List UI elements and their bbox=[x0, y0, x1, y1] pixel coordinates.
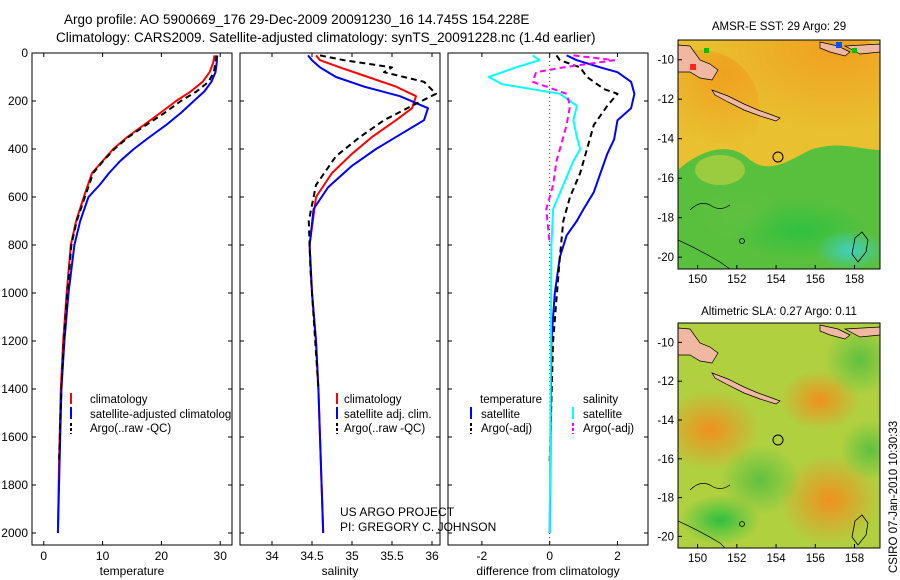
x-axis-label: difference from climatology bbox=[476, 564, 619, 578]
sst-map-title: AMSR-E SST: 29 Argo: 29 bbox=[712, 21, 846, 33]
x-tick-label: 35.5 bbox=[380, 549, 404, 563]
map-x-tick-label: 158 bbox=[845, 274, 864, 286]
plot-frame bbox=[239, 52, 441, 546]
temperature-profile-panel: 0 10 20 30 0 200 400 600 800 1000 1200 1400 1600 1800… bbox=[1, 46, 233, 578]
series-line-argo bbox=[58, 55, 218, 462]
figure-title-line1: Argo profile: AO 5900669_176 29-Dec-2009… bbox=[64, 12, 529, 27]
y-tick-label: 1200 bbox=[1, 334, 28, 348]
map-x-tick-label: 154 bbox=[766, 274, 786, 286]
x-tick-label: 30 bbox=[214, 549, 228, 563]
legend-sat-label: satellite-adjusted climatolog bbox=[90, 409, 231, 421]
map-y-tick-label: -14 bbox=[657, 415, 674, 427]
y-tick-label: 1000 bbox=[1, 286, 28, 300]
sla-map: Altimetric SLA: 0.27 Argo: 0.11 150 152 15… bbox=[657, 306, 881, 565]
legend-sat-s-label: satellite bbox=[583, 409, 622, 421]
y-tick-label: 600 bbox=[8, 190, 28, 204]
map-x-tick-label: 154 bbox=[766, 553, 786, 565]
map-y-tick-label: -20 bbox=[657, 252, 674, 264]
legend-clim-label: climatology bbox=[344, 394, 402, 406]
map-x-tick-label: 156 bbox=[806, 553, 825, 565]
map-x-tick-label: 156 bbox=[806, 274, 825, 286]
x-tick-label: 10 bbox=[96, 549, 110, 563]
legend-sat-t-label: satellite bbox=[481, 409, 520, 421]
x-tick-label: -2 bbox=[477, 549, 488, 563]
x-tick-label: 2 bbox=[614, 549, 621, 563]
x-tick-label: 20 bbox=[155, 549, 169, 563]
y-tick-label: 400 bbox=[8, 142, 28, 156]
credit-project: US ARGO PROJECT bbox=[340, 505, 455, 519]
map-x-tick-label: 150 bbox=[688, 553, 707, 565]
legend-salinity-heading: salinity bbox=[583, 394, 618, 406]
x-tick-label: 36 bbox=[425, 549, 439, 563]
series-line-argo bbox=[307, 54, 437, 390]
map-y-tick-label: -18 bbox=[657, 493, 674, 505]
x-tick-label: 34.5 bbox=[300, 549, 324, 563]
plot-frame bbox=[31, 52, 233, 546]
map-y-tick-label: -14 bbox=[657, 134, 674, 146]
map-y-tick-label: -10 bbox=[657, 337, 674, 349]
legend-argo-t-label: Argo(-adj) bbox=[481, 423, 532, 435]
credit-pi: PI: GREGORY C. JOHNSON bbox=[340, 520, 496, 534]
map-y-tick-label: -12 bbox=[657, 376, 674, 388]
map-y-tick-label: -12 bbox=[657, 94, 674, 106]
map-x-tick-label: 150 bbox=[688, 274, 707, 286]
x-axis-label: salinity bbox=[322, 564, 359, 578]
figure-title-line2: Climatology: CARS2009. Satellite-adjuste… bbox=[56, 30, 596, 45]
map-y-tick-label: -20 bbox=[657, 531, 674, 543]
sla-map-field bbox=[678, 323, 880, 548]
x-tick-label: 34 bbox=[265, 549, 279, 563]
sla-map-title: Altimetric SLA: 0.27 Argo: 0.11 bbox=[701, 306, 857, 318]
x-tick-label: 35 bbox=[345, 549, 359, 563]
x-tick-label: 0 bbox=[40, 549, 47, 563]
map-y-tick-label: -16 bbox=[657, 454, 674, 466]
series-line-argo-salinity bbox=[531, 54, 616, 246]
map-y-tick-label: -10 bbox=[657, 55, 674, 67]
legend-sat-label: satellite adj. clim. bbox=[344, 409, 432, 421]
y-tick-label: 200 bbox=[8, 94, 28, 108]
sst-map-field bbox=[678, 40, 880, 269]
y-tick-label: 800 bbox=[8, 238, 28, 252]
y-tick-label: 1400 bbox=[1, 382, 28, 396]
map-y-tick-label: -18 bbox=[657, 213, 674, 225]
y-tick-label: 2000 bbox=[1, 526, 28, 540]
legend-argo-label: Argo(..raw -QC) bbox=[90, 423, 171, 435]
sst-map: AMSR-E SST: 29 Argo: 29 150 152 154 1 bbox=[657, 21, 881, 286]
x-tick-label: 0 bbox=[546, 549, 553, 563]
y-tick-label: 1600 bbox=[1, 430, 28, 444]
difference-legend: temperature satellite Argo(-adj) salinit… bbox=[470, 394, 634, 435]
y-tick-label: 0 bbox=[21, 46, 28, 60]
salinity-profile-panel: 34 34.5 35 35.5 36 salinity bbox=[239, 52, 441, 578]
legend-argo-s-label: Argo(-adj) bbox=[583, 423, 634, 435]
legend-temperature-heading: temperature bbox=[480, 394, 542, 406]
plot-frame bbox=[447, 52, 649, 546]
legend-argo-label: Argo(..raw -QC) bbox=[344, 423, 425, 435]
map-x-tick-label: 152 bbox=[727, 274, 746, 286]
map-x-tick-label: 158 bbox=[845, 553, 864, 565]
series-line-argo-temperature bbox=[548, 54, 619, 462]
salinity-legend: climatology satellite adj. clim. Argo(..… bbox=[336, 393, 432, 435]
map-x-tick-label: 152 bbox=[727, 553, 746, 565]
temperature-legend: climatology satellite-adjusted climatolo… bbox=[70, 393, 231, 435]
legend-clim-label: climatology bbox=[90, 394, 148, 406]
series-line-satellite-salinity bbox=[487, 54, 582, 534]
side-timestamp: CSIRO 07-Jan-2010 10:30:33 bbox=[888, 421, 900, 573]
map-y-tick-label: -16 bbox=[657, 173, 674, 185]
x-axis-label: temperature bbox=[100, 564, 165, 578]
y-tick-label: 1800 bbox=[1, 478, 28, 492]
